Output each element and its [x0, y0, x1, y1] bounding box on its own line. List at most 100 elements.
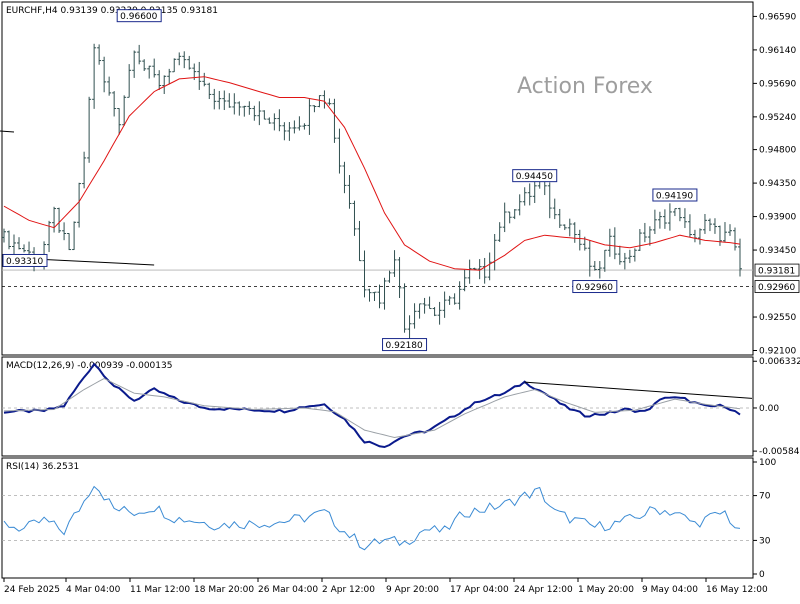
ma-line — [3, 76, 741, 271]
current-price-box — [754, 263, 800, 277]
ohlc-bar — [677, 207, 682, 222]
x-tick-label: 11 Mar 12:00 — [130, 585, 190, 595]
ohlc-bar — [642, 222, 647, 243]
ohlc-bar — [652, 209, 657, 234]
ohlc-bar — [227, 93, 232, 108]
y-tick-label: 0.93900 — [759, 213, 796, 223]
level-price-box — [754, 280, 800, 293]
y-tick-label: 0.95690 — [759, 79, 796, 89]
ohlc-bar — [307, 99, 312, 135]
ohlc-bar — [427, 296, 432, 310]
ohlc-bar — [312, 105, 317, 113]
ohlc-bar — [702, 213, 707, 234]
ohlc-bar — [347, 175, 352, 209]
ohlc-bar — [122, 95, 127, 126]
macd-lines — [2, 362, 753, 449]
ohlc-bar — [207, 82, 212, 100]
svg-text:0.92180: 0.92180 — [386, 341, 423, 351]
ohlc-bar — [137, 44, 142, 65]
ohlc-bar — [707, 218, 712, 232]
ohlc-bar — [222, 90, 227, 111]
ohlc-bar — [282, 122, 287, 141]
ohlc-bar — [132, 50, 137, 78]
ohlc-bar — [367, 288, 372, 302]
ohlc-bar — [7, 230, 12, 250]
ohlc-bar — [17, 237, 22, 250]
trendline-stub — [0, 130, 15, 133]
y-tick-label: 0.92550 — [759, 313, 796, 323]
macd-trendline — [524, 381, 753, 399]
y-tick-label: 0.92100 — [759, 347, 796, 357]
ohlc-bar — [447, 295, 452, 305]
svg-text:0.96600: 0.96600 — [120, 12, 157, 22]
ohlc-bar — [342, 161, 347, 194]
ohlc-bar — [507, 211, 512, 224]
ohlc-bar — [257, 101, 262, 126]
ohlc-bar — [2, 228, 6, 243]
ohlc-bar — [462, 269, 467, 292]
ohlc-bar — [82, 151, 87, 189]
ohlc-bar — [167, 68, 172, 85]
ohlc-bar — [422, 297, 427, 314]
ohlc-bar — [292, 120, 297, 134]
ohlc-bar — [637, 229, 642, 252]
ohlc-bar — [497, 222, 502, 242]
ohlc-bar — [557, 208, 562, 228]
ohlc-bar — [317, 95, 322, 108]
ohlc-bar — [602, 249, 607, 272]
ohlc-bar — [502, 202, 507, 233]
ohlc-bar — [107, 76, 112, 96]
rsi-line — [3, 485, 741, 551]
ohlc-bar — [687, 214, 692, 237]
ohlc-bar — [407, 315, 412, 340]
ohlc-bar — [477, 259, 482, 280]
ohlc-bar — [72, 221, 77, 251]
y-tick-label: 0.95240 — [759, 113, 796, 123]
ohlc-bar — [722, 222, 727, 242]
ohlc-bar — [242, 105, 247, 117]
macd-label: MACD(12,26,9) -0.000939 -0.000135 — [6, 361, 172, 371]
ohlc-bar — [712, 218, 717, 234]
x-tick-label: 2 Apr 12:00 — [322, 585, 375, 595]
ohlc-bar — [607, 228, 612, 257]
ohlc-bar — [87, 96, 92, 163]
price-callout: 0.96600 — [116, 9, 162, 23]
ohlc-bar — [147, 65, 152, 79]
ohlc-bar — [517, 194, 522, 216]
x-tick-label: 24 Feb 2025 — [4, 585, 60, 595]
ohlc-bar — [562, 224, 567, 231]
ohlc-bar — [182, 51, 187, 69]
ohlc-bar — [467, 259, 472, 284]
level-price-label: 0.92960 — [758, 283, 795, 293]
signal-line — [3, 377, 741, 439]
price-callout: 0.94190 — [652, 188, 698, 202]
ohlc-bar — [97, 44, 102, 65]
ohlc-bar — [67, 233, 72, 251]
ohlc-bar — [738, 238, 742, 277]
ohlc-bar — [572, 222, 577, 243]
moving-average-line — [3, 76, 741, 271]
ohlc-bar — [682, 208, 687, 229]
ohlc-bar — [412, 303, 417, 329]
macd-y-axis: 0.006332 0.00 -0.005845 — [753, 357, 800, 457]
ohlc-bar — [77, 182, 82, 228]
ohlc-bar — [52, 206, 57, 233]
ohlc-bar — [177, 52, 182, 66]
x-tick-label: 9 May 04:00 — [642, 585, 698, 595]
ohlc-bar — [217, 90, 222, 110]
ohlc-bar — [197, 61, 202, 90]
price-callout: 0.92960 — [572, 280, 618, 294]
ohlc-bar — [357, 220, 362, 262]
ohlc-bar — [592, 261, 597, 271]
watermark: Action Forex — [517, 74, 653, 99]
ohlc-bar — [232, 93, 237, 115]
ohlc-bar — [617, 245, 622, 265]
rsi-y-axis: 100 70 30 0 — [753, 458, 776, 580]
ohlc-bar — [127, 64, 132, 98]
x-tick-label: 24 Apr 12:00 — [514, 585, 573, 595]
x-tick-label: 26 Mar 04:00 — [258, 585, 318, 595]
ohlc-bar — [417, 303, 422, 319]
ohlc-bar — [587, 240, 592, 277]
x-tick-label: 17 Apr 04:00 — [450, 585, 509, 595]
